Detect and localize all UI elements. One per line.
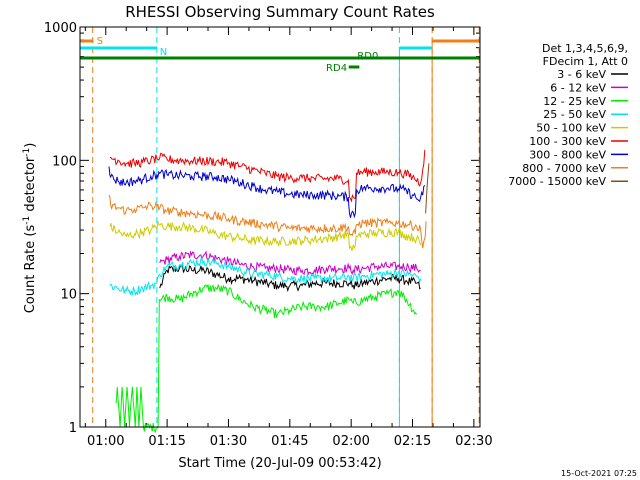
series-line [108,194,427,249]
y-label-part: detector [23,156,38,216]
y-label-part: ) [23,143,38,148]
legend-item-label: 6 - 12 keV [550,81,606,94]
x-tick-label: 01:00 [87,434,124,449]
status-flags: S N RD0 RD4 [80,27,480,427]
series-line [109,149,426,203]
legend-item-label: 3 - 6 keV [557,68,606,81]
legend-item-label: 800 - 7000 keV [522,162,606,175]
series-line [109,256,422,297]
x-tick-label: 01:15 [148,434,185,449]
y-label-sup: -1 [22,148,32,157]
generation-timestamp: 15-Oct-2021 07:25 [561,469,637,478]
y-tick-label: 1 [69,421,77,436]
plot-area [108,149,430,433]
rd4-flag-label: RD4 [326,63,347,74]
x-tick-label: 01:30 [210,434,247,449]
series-line [159,264,421,293]
plot-frame [79,26,481,428]
x-tick-label: 01:45 [271,434,308,449]
saa-flag-label: S [97,36,103,47]
legend-item-label: 100 - 300 keV [529,135,606,148]
rd0-flag-label: RD0 [357,51,378,62]
legend-item-label: 25 - 50 keV [543,108,606,121]
chart-title: RHESSI Observing Summary Count Rates [125,3,435,21]
series-line [115,283,418,433]
legend-header-line: Det 1,3,4,5,6,9, [542,42,628,55]
legend-item-label: 300 - 800 keV [529,148,606,161]
legend-item-label: 12 - 25 keV [543,95,606,108]
svg-text:Count Rate (s-1 detector-1): Count Rate (s-1 detector-1) [22,143,38,314]
legend: Det 1,3,4,5,6,9, FDecim 1, Att 0 3 - 6 k… [508,42,628,188]
y-tick-label: 10 [60,288,77,303]
series-line [159,250,421,276]
y-tick-label: 1000 [44,21,77,36]
series-line [108,166,426,219]
legend-header-line: FDecim 1, Att 0 [543,55,628,68]
series-line [425,163,430,214]
y-tick-label: 100 [52,154,77,169]
series-line [109,220,422,251]
x-tick-label: 02:30 [455,434,492,449]
x-tick-label: 02:15 [394,434,431,449]
legend-item-label: 50 - 100 keV [536,122,606,135]
y-label-part: Count Rate (s [23,225,38,314]
x-axis-label: Start Time (20-Jul-09 00:53:42) [178,456,381,471]
legend-item-label: 7000 - 15000 keV [508,175,606,188]
y-label-sup: -1 [22,216,32,225]
night-flag-label: N [160,47,167,58]
axis-ticks: 01:00 01:15 01:30 01:45 02:00 02:15 02:30 1 10 10… [44,21,493,449]
y-axis-label: Count Rate (s-1 detector-1) [22,143,38,314]
x-tick-label: 02:00 [332,434,369,449]
